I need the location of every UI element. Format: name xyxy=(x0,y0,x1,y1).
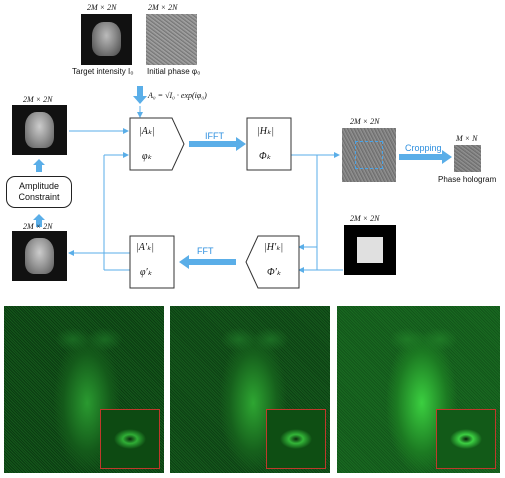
amplitude-constraint-line1: Amplitude xyxy=(18,181,60,191)
box4-shape xyxy=(129,235,175,289)
crop-region-marker xyxy=(355,141,383,169)
hologram-field-image xyxy=(342,128,396,182)
reconstruction-result-2 xyxy=(170,306,330,473)
target-intensity-image xyxy=(81,14,132,65)
reconstruction-result-3 xyxy=(337,306,500,473)
box2-amplitude: |Hₖ| xyxy=(257,126,274,137)
fft-arrow xyxy=(179,255,236,269)
ifft-label: IFFT xyxy=(205,131,224,141)
phase-hologram-image xyxy=(454,145,481,172)
size-label-right-upper: 2M × 2N xyxy=(350,117,380,126)
box3-shape xyxy=(245,235,300,289)
fft-label: FFT xyxy=(197,246,214,256)
ifft-arrow xyxy=(189,137,246,151)
box4-amplitude: |A′ₖ| xyxy=(136,242,155,253)
amplitude-constraint-line2: Constraint xyxy=(18,192,60,202)
size-label-hologram: M × N xyxy=(456,134,478,143)
phase-hologram-caption: Phase hologram xyxy=(438,175,497,184)
size-label-top-left: 2M × 2N xyxy=(87,3,117,12)
box2-phase: Φₖ xyxy=(259,151,271,162)
reconstruction-image-upper xyxy=(12,105,67,155)
box1-phase: φₖ xyxy=(142,151,152,162)
reconstruction-result-1 xyxy=(4,306,164,473)
eye-inset-2 xyxy=(266,409,326,469)
cropping-label: Cropping xyxy=(405,143,442,153)
target-intensity-caption: Target intensity I₀ xyxy=(72,67,134,76)
eye-inset-3 xyxy=(436,409,496,469)
initial-field-equation: A₀ = √I₀ · exp(iφ₀) xyxy=(148,91,207,100)
down-arrow-top xyxy=(133,86,147,104)
size-label-left-upper: 2M × 2N xyxy=(23,95,53,104)
size-label-top-right: 2M × 2N xyxy=(148,3,178,12)
size-label-left-lower: 2M × 2N xyxy=(23,222,53,231)
box1-shape xyxy=(129,117,185,171)
left-up-arrow-1 xyxy=(33,214,45,227)
box1-amplitude: |Aₖ| xyxy=(139,126,155,137)
connector-layer xyxy=(33,86,452,289)
amplitude-constraint-box: Amplitude Constraint xyxy=(6,176,72,208)
initial-phase-caption: Initial phase φ₀ xyxy=(147,67,201,76)
box3-phase: Φ′ₖ xyxy=(267,267,282,278)
amplitude-mask-image xyxy=(344,225,396,275)
initial-phase-image xyxy=(146,14,197,65)
size-label-right-lower: 2M × 2N xyxy=(350,214,380,223)
box4-phase: φ′ₖ xyxy=(140,267,152,278)
reconstruction-image-lower xyxy=(12,231,67,281)
box2-shape xyxy=(246,117,292,171)
box3-amplitude: |H′ₖ| xyxy=(264,242,284,253)
left-up-arrow-2 xyxy=(33,159,45,172)
eye-inset-1 xyxy=(100,409,160,469)
cropping-arrow xyxy=(399,150,452,164)
